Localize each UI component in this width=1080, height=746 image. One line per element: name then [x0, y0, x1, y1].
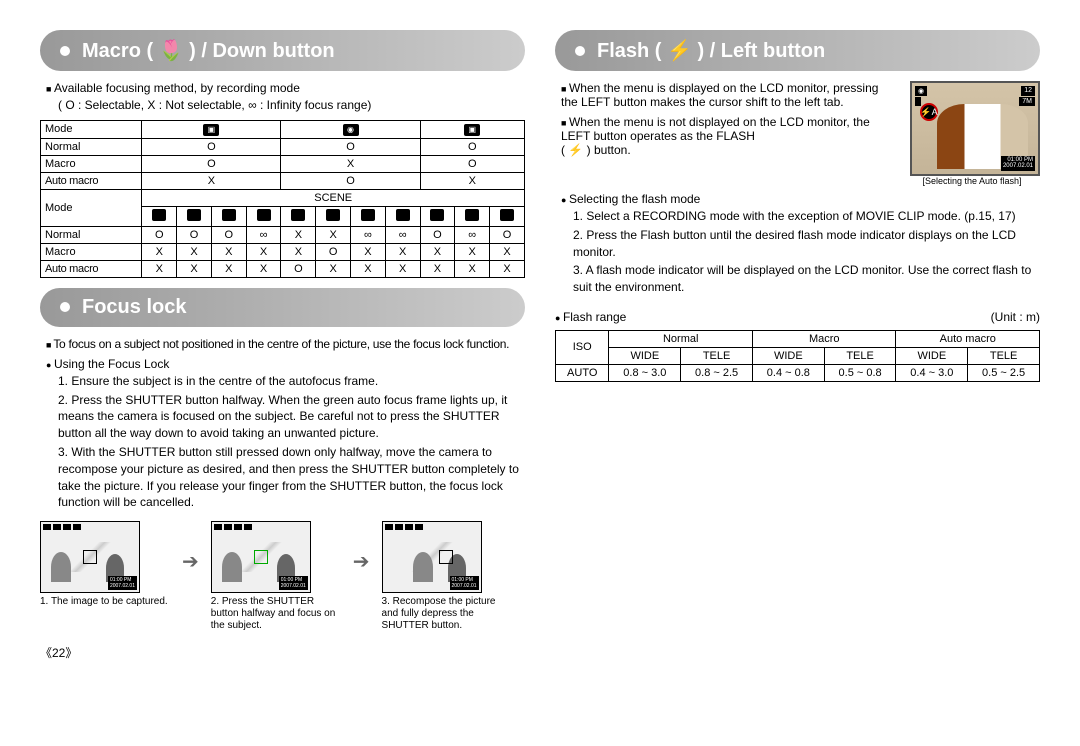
auto-flash-icon: ⚡A [920, 103, 938, 121]
scene-icon [257, 209, 271, 221]
focus-lock-text: Focus lock [82, 296, 186, 319]
flash-header-text: Flash ( ⚡ ) / Left button [597, 38, 825, 63]
focus-thumbnails: 01:00 PM2007.02.01 1. The image to be ca… [40, 521, 525, 632]
left-column: Macro ( 🌷 ) / Down button Available focu… [40, 30, 525, 632]
selecting-flash-mode: Selecting the flash mode [561, 192, 1040, 206]
flash-range-label: Flash range [555, 310, 626, 324]
mode-label: Mode [41, 189, 142, 226]
focus-intro: To focus on a subject not positioned in … [46, 337, 525, 351]
flash-sample-image: ◉12 7M ⚡A 01:00 PM2007.02.01 [910, 81, 1040, 176]
unit-label: (Unit : m) [991, 310, 1040, 324]
scene-icon [465, 209, 479, 221]
focus-lock-header: Focus lock [40, 288, 525, 327]
available-focus-text: Available focusing method, by recording … [46, 81, 525, 95]
scene-icon [326, 209, 340, 221]
flash-step-3: 3. A flash mode indicator will be displa… [573, 262, 1040, 296]
flash-header: Flash ( ⚡ ) / Left button [555, 30, 1040, 71]
focus-step-1: 1. Ensure the subject is in the centre o… [58, 373, 525, 390]
flash-sample-block: ◉12 7M ⚡A 01:00 PM2007.02.01 [Selecting … [904, 81, 1040, 186]
row-label: Normal [41, 138, 142, 155]
thumb-caption-2: 2. Press the SHUTTER button halfway and … [211, 596, 341, 632]
scene-icon [361, 209, 375, 221]
focus-mode-table: Mode ▣ ◉ ▣ NormalOOO MacroOXO Auto macro… [40, 120, 525, 278]
arrow-icon: ➔ [182, 549, 199, 574]
header-dot-icon [60, 46, 70, 56]
flash-step-1: 1. Select a RECORDING mode with the exce… [573, 208, 1040, 225]
row-label: Macro [41, 155, 142, 172]
macro-header-text: Macro ( 🌷 ) / Down button [82, 38, 335, 63]
scene-icon [291, 209, 305, 221]
thumb-3: 01:00 PM2007.02.01 [382, 521, 482, 593]
macro-header: Macro ( 🌷 ) / Down button [40, 30, 525, 71]
mode-icon: ▣ [203, 124, 219, 136]
header-dot-icon [60, 302, 70, 312]
flash-range-table: ISO Normal Macro Auto macro WIDE TELE WI… [555, 330, 1040, 382]
right-column: Flash ( ⚡ ) / Left button ◉12 7M ⚡A 01:0… [555, 30, 1040, 632]
scene-icon [187, 209, 201, 221]
legend-text: ( O : Selectable, X : Not selectable, ∞ … [58, 97, 525, 114]
page-number: 《22》 [40, 644, 1040, 661]
focus-step-2: 2. Press the SHUTTER button halfway. Whe… [58, 392, 525, 442]
scene-icon [396, 209, 410, 221]
arrow-icon: ➔ [353, 549, 370, 574]
mode-icon: ▣ [464, 124, 480, 136]
scene-icon [152, 209, 166, 221]
thumb-1: 01:00 PM2007.02.01 [40, 521, 140, 593]
scene-icon [222, 209, 236, 221]
thumb-caption-1: 1. The image to be captured. [40, 596, 168, 608]
mode-label: Mode [41, 120, 142, 138]
iso-label: ISO [556, 330, 609, 364]
row-label: Auto macro [41, 172, 142, 189]
thumb-caption-3: 3. Recompose the picture and fully depre… [382, 596, 512, 632]
using-focus-lock: Using the Focus Lock [46, 357, 525, 371]
scene-icon [500, 209, 514, 221]
flash-icon: ⚡ [568, 143, 583, 157]
header-dot-icon [575, 46, 585, 56]
scene-label: SCENE [142, 189, 525, 206]
flash-step-2: 2. Press the Flash button until the desi… [573, 227, 1040, 261]
mode-icon: ◉ [343, 124, 359, 136]
scene-icon [430, 209, 444, 221]
focus-step-3: 3. With the SHUTTER button still pressed… [58, 444, 525, 511]
thumb-2: 01:00 PM2007.02.01 [211, 521, 311, 593]
